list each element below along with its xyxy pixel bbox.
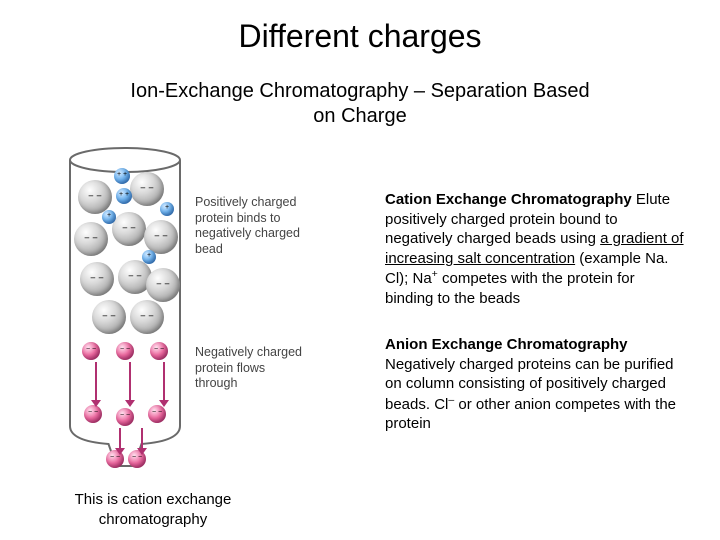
- blue-bead: +: [102, 210, 116, 224]
- pink-bead: − −: [150, 342, 168, 360]
- cap2-l2: protein flows: [195, 361, 265, 375]
- gray-bead: − −: [144, 220, 178, 254]
- blue-bead-label: + +: [116, 191, 132, 198]
- flow-arrow: [158, 362, 170, 408]
- blue-bead-label: +: [102, 212, 116, 219]
- page-title: Different charges: [0, 0, 720, 55]
- pink-bead: − −: [82, 342, 100, 360]
- diagram-caption-positive: Positively charged protein binds to nega…: [195, 195, 320, 258]
- gray-bead-label: − −: [92, 312, 126, 322]
- gray-bead-label: − −: [78, 192, 112, 202]
- cap1-l3: negatively charged: [195, 226, 300, 240]
- subtitle-line1: Ion-Exchange Chromatography – Separation…: [130, 80, 589, 102]
- pink-bead: − −: [116, 342, 134, 360]
- bottom-caption-l1: This is cation exchange: [75, 491, 232, 508]
- anion-heading: Anion Exchange Chromatography: [385, 336, 628, 353]
- cap2-l1: Negatively charged: [195, 345, 302, 359]
- gray-bead: − −: [92, 300, 126, 334]
- blue-bead: + +: [116, 188, 132, 204]
- pink-bead-label: − −: [82, 346, 100, 353]
- flow-arrow: [124, 362, 136, 408]
- blue-bead-label: +: [160, 204, 174, 211]
- gray-bead: − −: [130, 172, 164, 206]
- gray-bead: − −: [80, 262, 114, 296]
- cap1-l2: protein binds to: [195, 211, 280, 225]
- pink-bead: − −: [116, 408, 134, 426]
- pink-bead-label: − −: [148, 409, 166, 416]
- gray-bead: − −: [74, 222, 108, 256]
- gray-bead: − −: [130, 300, 164, 334]
- pink-bead-label: − −: [116, 346, 134, 353]
- blue-bead-label: +: [142, 252, 156, 259]
- flow-arrow: [114, 428, 126, 456]
- gray-bead-label: − −: [74, 234, 108, 244]
- gray-bead-label: − −: [80, 274, 114, 284]
- cap2-l3: through: [195, 376, 237, 390]
- pink-bead-label: − −: [150, 346, 168, 353]
- gray-bead-label: − −: [146, 280, 180, 290]
- gray-bead-label: − −: [144, 232, 178, 242]
- chromatography-column-diagram: − −− −− −− −− −− −− −− −− −− −+ ++ ++++−…: [70, 150, 190, 470]
- pink-bead-label: − −: [84, 409, 102, 416]
- gray-bead-label: − −: [130, 312, 164, 322]
- gray-bead: − −: [146, 268, 180, 302]
- blue-bead: +: [142, 250, 156, 264]
- flow-arrow: [90, 362, 102, 408]
- blue-bead: +: [160, 202, 174, 216]
- cap1-l4: bead: [195, 242, 223, 256]
- cap1-l1: Positively charged: [195, 195, 296, 209]
- flow-arrow: [136, 428, 148, 456]
- gray-bead-label: − −: [130, 184, 164, 194]
- blue-bead-label: + +: [114, 171, 130, 178]
- subtitle-line2: on Charge: [313, 105, 406, 127]
- bottom-caption-l2: chromatography: [99, 511, 207, 528]
- anion-exchange-paragraph: Anion Exchange Chromatography Negatively…: [385, 335, 685, 434]
- cation-exchange-paragraph: Cation Exchange Chromatography Elute pos…: [385, 190, 685, 308]
- pink-bead-label: − −: [116, 412, 134, 419]
- bottom-caption: This is cation exchange chromatography: [48, 490, 258, 529]
- gray-bead: − −: [78, 180, 112, 214]
- gray-bead: − −: [112, 212, 146, 246]
- page-subtitle: Ion-Exchange Chromatography – Separation…: [0, 79, 720, 129]
- cation-heading: Cation Exchange Chromatography: [385, 191, 632, 208]
- diagram-caption-negative: Negatively charged protein flows through: [195, 345, 320, 392]
- blue-bead: + +: [114, 168, 130, 184]
- gray-bead-label: − −: [112, 224, 146, 234]
